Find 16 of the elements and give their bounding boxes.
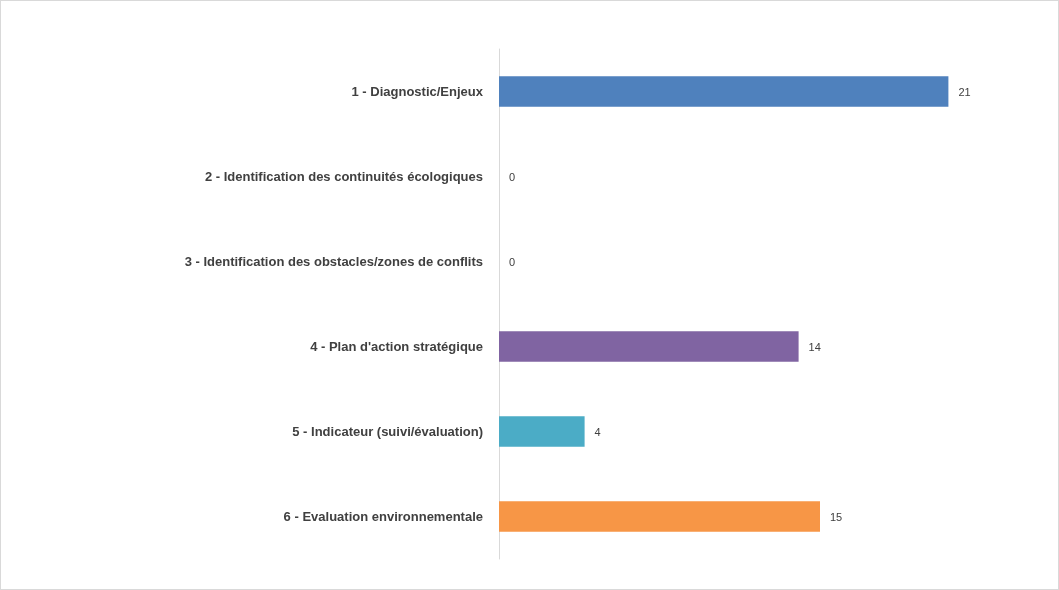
data-label: 15 — [830, 510, 843, 523]
y-tick-label: 6 - Evaluation environnementale — [283, 509, 483, 524]
bar — [499, 76, 949, 107]
y-tick-label: 2 - Identification des continuités écologiques — [204, 169, 483, 184]
data-label: 21 — [958, 85, 971, 98]
data-label: 0 — [509, 255, 516, 268]
y-tick-label: 1 - Diagnostic/Enjeux — [351, 84, 484, 99]
bar — [499, 331, 799, 362]
bar — [499, 501, 820, 532]
y-tick-label: 4 - Plan d'action stratégique — [310, 339, 483, 354]
bar — [499, 416, 585, 447]
y-tick-label: 3 - Identification des obstacles/zones de conflits — [184, 254, 483, 269]
y-tick-label: 5 - Indicateur (suivi/évaluation) — [292, 424, 483, 439]
data-label: 4 — [594, 425, 601, 438]
data-label: 14 — [808, 340, 821, 353]
data-label: 0 — [509, 170, 516, 183]
